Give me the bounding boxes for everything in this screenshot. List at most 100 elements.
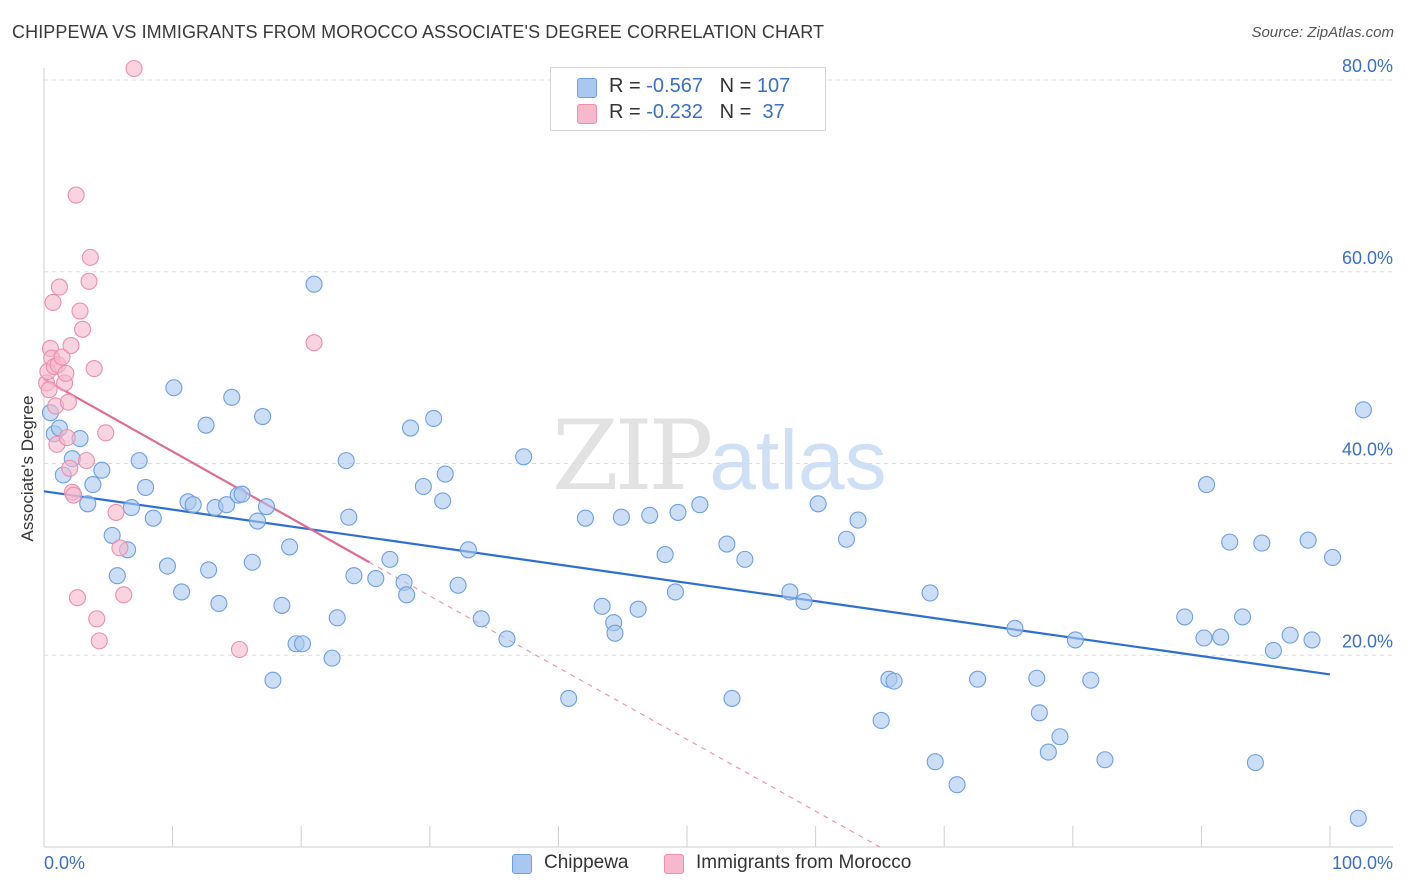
chippewa-point (345, 567, 363, 585)
chippewa-point (218, 496, 236, 514)
trend-lines (43, 378, 1331, 848)
chippewa-point (656, 546, 674, 564)
chippewa-point (666, 583, 684, 601)
morocco-point (111, 539, 129, 557)
chippewa-point (1324, 548, 1342, 567)
chippewa-point (459, 541, 477, 559)
chippewa-point (108, 567, 126, 585)
morocco-point (57, 364, 75, 382)
bottom-legend-swatch-chippewa (512, 854, 532, 874)
chippewa-point (273, 596, 291, 614)
chippewa-point (130, 452, 148, 470)
morocco-point (53, 348, 71, 366)
chippewa-point (921, 584, 939, 602)
chippewa-point (158, 557, 177, 575)
axes (43, 68, 1393, 848)
morocco-point (58, 429, 76, 447)
chippewa-point (576, 509, 594, 527)
grid-lines (44, 79, 1393, 656)
chippewa-point (1051, 728, 1069, 746)
bottom-legend-swatch-morocco (664, 854, 684, 874)
chippewa-point (1006, 619, 1024, 637)
chippewa-point (872, 711, 890, 729)
morocco-point (305, 334, 323, 352)
chart-title: CHIPPEWA VS IMMIGRANTS FROM MOROCCO ASSO… (12, 22, 825, 42)
chippewa-point (472, 610, 490, 628)
morocco-point (230, 640, 249, 659)
chippewa-point (1246, 754, 1264, 772)
tick-labels: 20.0% 40.0% 60.0% 80.0% 0.0% 100.0% Associate'… (18, 56, 1393, 873)
morocco-trend-line (43, 378, 370, 564)
chippewa-point (926, 753, 944, 771)
morocco-point (81, 248, 99, 266)
chippewa-point (948, 776, 966, 794)
chippewa-point (718, 535, 736, 553)
chippewa-point (1234, 608, 1252, 626)
chippewa-point (381, 550, 399, 568)
chippewa-point (612, 508, 630, 526)
legend-swatch-chippewa (577, 78, 597, 98)
chippewa-point (436, 465, 454, 483)
morocco-point (50, 278, 68, 296)
morocco-point (68, 589, 86, 607)
x-tick-label-start: 0.0% (44, 853, 85, 873)
morocco-point (115, 586, 133, 604)
chippewa-point (305, 275, 323, 293)
y-tick-label: 40.0% (1342, 440, 1393, 460)
chippewa-point (1176, 608, 1194, 626)
watermark-atlas: atlas (709, 413, 887, 507)
chippewa-point (641, 506, 659, 524)
morocco-point (40, 381, 58, 399)
chippewa-point (1303, 631, 1321, 649)
morocco-point (125, 59, 143, 78)
source-credit: Source: ZipAtlas.com (1251, 24, 1394, 41)
chippewa-point (449, 576, 467, 594)
morocco-point (44, 293, 62, 311)
bottom-legend-label-chippewa: Chippewa (544, 852, 629, 873)
morocco-point (65, 486, 83, 504)
morocco-point (97, 424, 115, 442)
morocco-point (67, 186, 85, 204)
morocco-point (107, 503, 125, 521)
chippewa-point (340, 508, 358, 526)
chippewa-point (1066, 631, 1084, 649)
chippewa-point (233, 485, 251, 503)
chippewa-point (197, 416, 215, 434)
chippewa-point (414, 477, 432, 496)
chippewa-point (93, 461, 111, 479)
chippewa-point (1028, 669, 1046, 687)
watermark-zip: ZIP (552, 400, 713, 512)
chippewa-point (425, 409, 443, 427)
legend-stats-chippewa: R = -0.567 N = 107 (609, 75, 791, 97)
x-tick-label-end: 100.0% (1332, 853, 1393, 873)
chippewa-point (257, 498, 276, 516)
chippewa-point (254, 407, 272, 426)
chippewa-point (323, 649, 341, 667)
chippewa-point (691, 496, 709, 514)
chippewa-point (367, 569, 385, 588)
chippewa-point (669, 503, 687, 521)
chippewa-point (144, 509, 162, 527)
chippewa-point (795, 593, 813, 611)
y-tick-label: 20.0% (1342, 631, 1393, 651)
y-axis-title: Associate's Degree (18, 396, 37, 542)
watermark: ZIPatlas (552, 400, 887, 512)
chippewa-point (248, 512, 267, 530)
chippewa-point (165, 379, 183, 397)
chippewa-point (210, 594, 228, 613)
chippewa-point (1281, 626, 1299, 644)
chippewa-point (1082, 671, 1100, 689)
chippewa-point (969, 670, 987, 688)
morocco-trend-extension (369, 561, 881, 848)
chippewa-point (1212, 628, 1230, 646)
morocco-point (90, 632, 108, 650)
chippewa-point (281, 538, 299, 556)
chippewa-point (1264, 641, 1282, 660)
chippewa-point (498, 630, 516, 648)
data-points (38, 59, 1372, 827)
chippewa-point (137, 478, 155, 497)
chippewa-point (200, 561, 218, 579)
chippewa-point (1039, 743, 1057, 761)
y-tick-label: 80.0% (1342, 56, 1393, 76)
